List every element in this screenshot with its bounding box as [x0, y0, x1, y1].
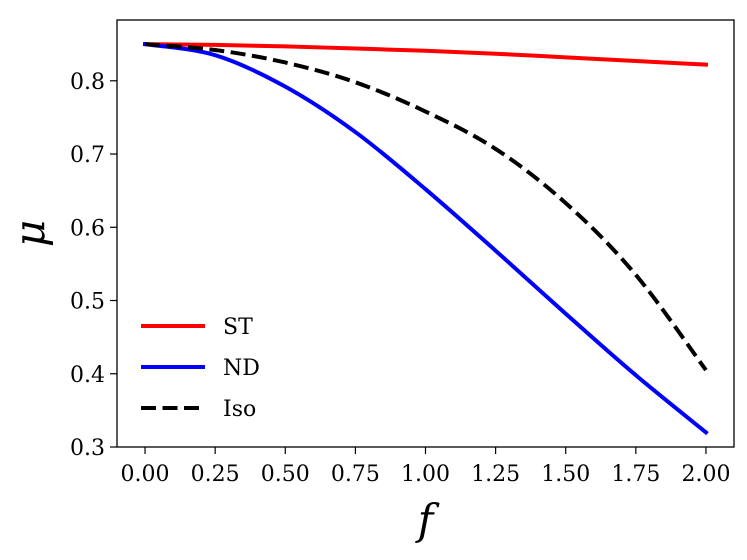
y-tick-label: 0.4: [70, 363, 105, 388]
series-layer: [142, 41, 709, 436]
x-tick-label: 1.00: [401, 462, 450, 487]
ticks-layer: 0.00 0.25 0.50 0.75 1.00 1.25 1.50 1.75 2.00 0.3 0…: [70, 70, 730, 487]
x-tick-label: 1.50: [541, 462, 590, 487]
legend-label-nd: ND: [223, 356, 260, 381]
y-axis-label: μ: [5, 220, 54, 247]
legend-label-st: ST: [223, 315, 253, 340]
series-line-st: [143, 42, 709, 67]
legend: ST ND Iso: [141, 315, 260, 422]
y-tick-label: 0.7: [70, 143, 105, 168]
x-tick-label: 0.00: [121, 462, 170, 487]
x-tick-label: 0.25: [191, 462, 240, 487]
y-tick-label: 0.5: [70, 290, 105, 315]
plot-frame: [116, 19, 735, 448]
x-tick-label: 1.25: [471, 462, 520, 487]
y-tick-label: 0.8: [70, 70, 105, 95]
series-line-iso: [144, 42, 708, 372]
x-axis-label: f: [415, 495, 440, 544]
y-tick-label: 0.6: [70, 216, 105, 241]
x-tick-label: 2.00: [681, 462, 730, 487]
y-tick-label: 0.3: [70, 436, 105, 461]
x-tick-label: 0.75: [331, 462, 380, 487]
x-tick-label: 0.50: [261, 462, 310, 487]
series-line-nd: [142, 41, 709, 436]
legend-label-iso: Iso: [223, 397, 256, 422]
x-tick-label: 1.75: [611, 462, 660, 487]
